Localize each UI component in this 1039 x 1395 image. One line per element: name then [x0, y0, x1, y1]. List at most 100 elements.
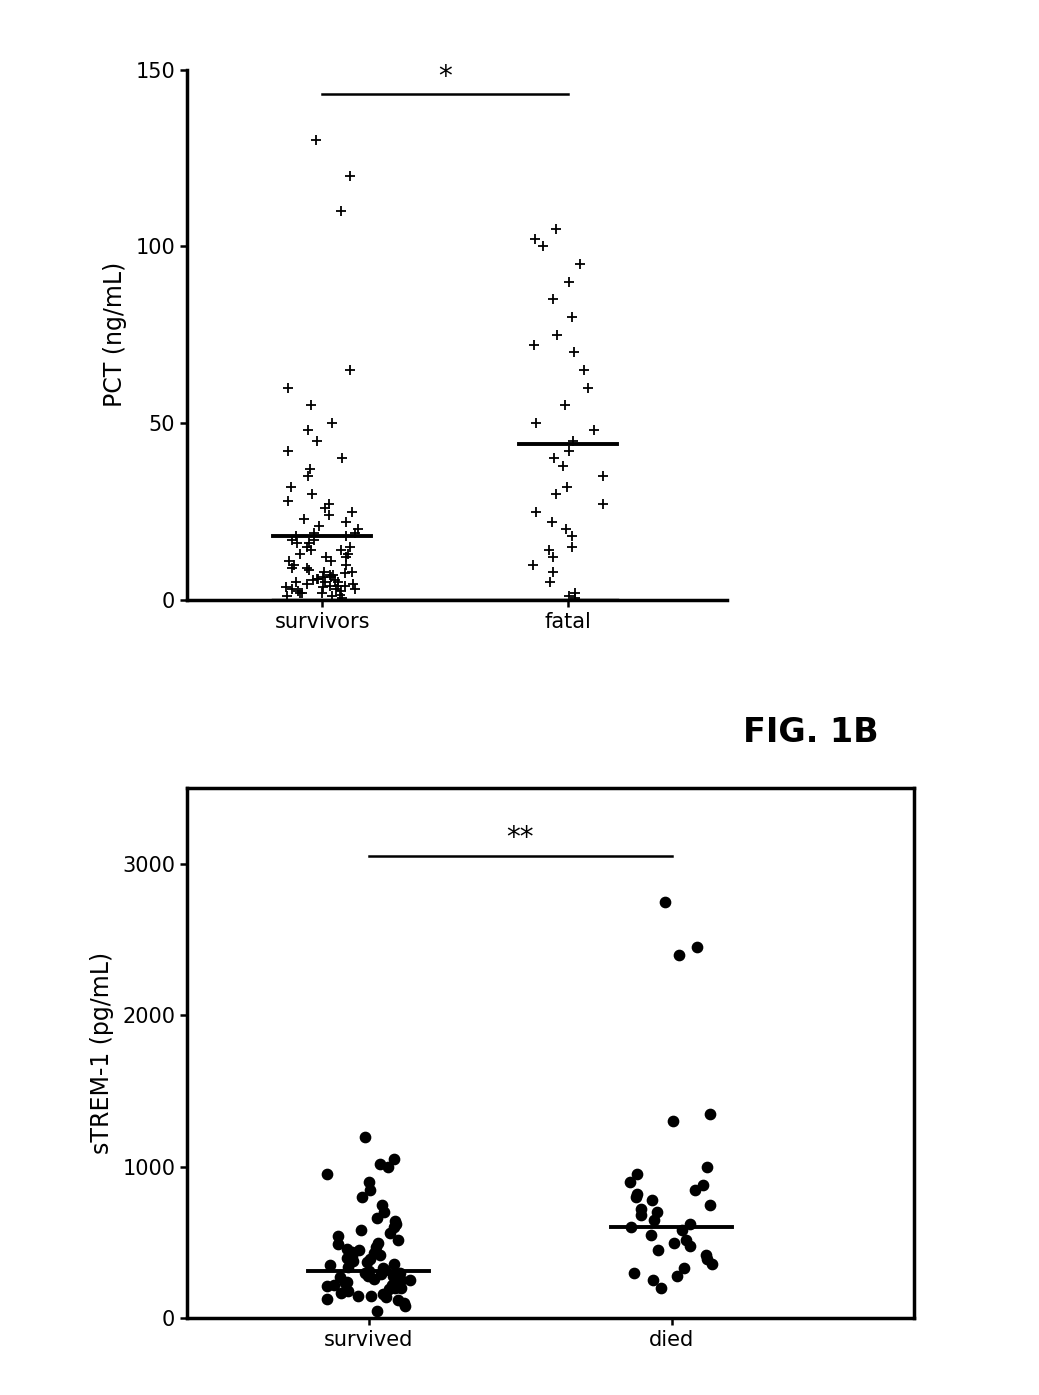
Point	[594, 494, 611, 516]
Point	[558, 518, 575, 540]
Point	[337, 562, 353, 585]
Point	[358, 1251, 375, 1274]
Point	[318, 1275, 335, 1297]
Point	[565, 342, 582, 364]
Point	[374, 1257, 391, 1279]
Point	[304, 569, 321, 591]
Point	[302, 395, 319, 417]
Point	[301, 531, 318, 554]
Point	[310, 568, 326, 590]
Point	[370, 1232, 387, 1254]
Point	[332, 580, 349, 603]
Point	[340, 1256, 356, 1278]
Point	[334, 448, 350, 470]
Point	[694, 1173, 711, 1196]
Point	[682, 1235, 698, 1257]
Text: **: **	[507, 824, 534, 852]
Point	[385, 1216, 402, 1239]
Point	[385, 1253, 402, 1275]
Point	[534, 236, 551, 258]
Point	[544, 289, 561, 311]
Point	[362, 1179, 378, 1201]
Point	[563, 536, 580, 558]
Point	[401, 1269, 418, 1292]
Point	[576, 359, 592, 381]
Point	[281, 550, 297, 572]
Point	[572, 252, 589, 275]
Point	[292, 543, 309, 565]
Point	[303, 483, 320, 505]
Point	[279, 490, 296, 512]
Point	[326, 569, 343, 591]
Point	[561, 441, 578, 463]
Point	[281, 377, 297, 399]
Point	[545, 448, 562, 470]
Point	[345, 1250, 362, 1272]
Point	[652, 1276, 669, 1299]
Point	[630, 1163, 646, 1186]
Point	[702, 1102, 719, 1124]
Point	[369, 1300, 385, 1322]
Point	[699, 1155, 716, 1177]
Point	[300, 558, 317, 580]
Text: *: *	[438, 63, 452, 91]
Point	[325, 1274, 342, 1296]
Point	[396, 1292, 412, 1314]
Point	[356, 1126, 373, 1148]
Point	[657, 890, 673, 912]
Point	[385, 1265, 402, 1288]
Point	[564, 525, 581, 547]
Point	[343, 1244, 359, 1267]
Point	[345, 573, 362, 596]
Point	[320, 494, 337, 516]
Point	[642, 1223, 659, 1246]
Point	[321, 1254, 338, 1276]
Point	[301, 458, 318, 480]
Point	[347, 578, 364, 600]
Text: FIG. 1B: FIG. 1B	[743, 716, 878, 749]
Y-axis label: sTREM-1 (pg/mL): sTREM-1 (pg/mL)	[90, 953, 114, 1154]
Point	[339, 1247, 355, 1269]
Point	[316, 561, 332, 583]
Point	[548, 483, 564, 505]
Point	[673, 1219, 690, 1242]
Point	[648, 1201, 665, 1223]
Point	[332, 540, 349, 562]
Point	[379, 1155, 396, 1177]
Point	[374, 1194, 391, 1216]
Point	[317, 547, 334, 569]
Point	[338, 547, 354, 569]
Point	[299, 465, 316, 487]
Point	[544, 547, 561, 569]
Point	[337, 1272, 353, 1295]
Point	[580, 377, 596, 399]
Point	[560, 585, 577, 607]
Point	[701, 1194, 718, 1216]
Point	[369, 1207, 385, 1229]
Point	[323, 585, 340, 607]
Point	[385, 1148, 402, 1170]
Point	[633, 1198, 649, 1221]
Point	[372, 1152, 389, 1175]
Point	[305, 529, 322, 551]
Point	[527, 501, 543, 523]
Point	[525, 554, 541, 576]
Point	[559, 476, 576, 498]
Point	[389, 1214, 405, 1236]
Point	[342, 165, 358, 187]
Point	[342, 359, 358, 381]
Point	[350, 518, 367, 540]
Point	[548, 218, 564, 240]
Point	[295, 508, 312, 530]
Point	[628, 1186, 644, 1208]
Point	[375, 1201, 392, 1223]
Point	[299, 536, 316, 558]
Point	[316, 497, 332, 519]
Point	[621, 1170, 638, 1193]
Point	[565, 430, 582, 452]
Point	[329, 1225, 346, 1247]
Point	[317, 571, 334, 593]
Point	[344, 561, 361, 583]
Point	[331, 1267, 348, 1289]
Point	[567, 587, 584, 610]
